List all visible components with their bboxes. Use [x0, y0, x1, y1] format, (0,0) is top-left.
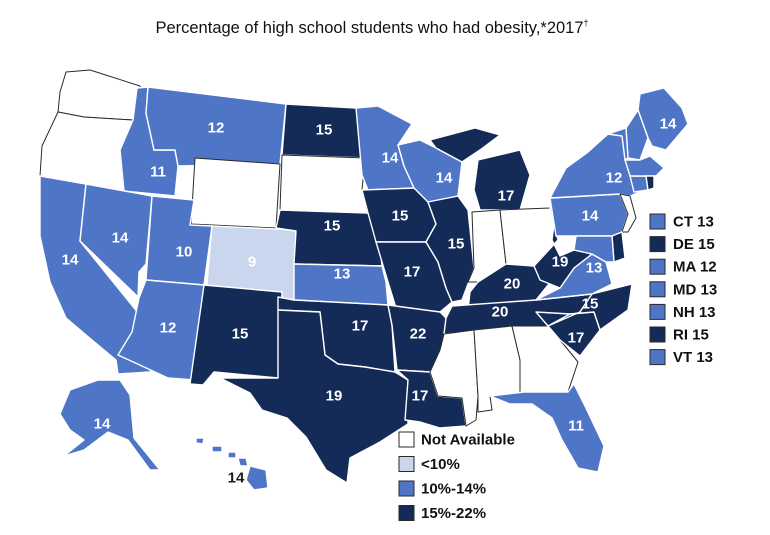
- legend-swatch-1: [398, 456, 415, 472]
- states-layer: [39, 69, 689, 491]
- state-value-ia: 15: [392, 208, 409, 225]
- state-value-id: 11: [150, 164, 166, 181]
- state-hi[interactable]: [195, 437, 205, 445]
- state-wa[interactable]: [57, 69, 141, 121]
- state-value-ok: 17: [352, 318, 369, 335]
- state-value-ny: 12: [606, 170, 623, 187]
- legend-label-3: 15%-22%: [421, 505, 486, 522]
- map-title: Percentage of high school students who h…: [155, 18, 588, 37]
- callout-swatch-vt: [649, 349, 666, 366]
- callout-swatch-nh: [649, 303, 666, 320]
- legend-label-0: Not Available: [421, 432, 515, 449]
- state-value-pa: 14: [582, 208, 599, 225]
- callout-label-ct: CT 13: [673, 214, 714, 231]
- state-ri[interactable]: [645, 175, 655, 191]
- state-nc[interactable]: [547, 283, 633, 331]
- northeast-callout-list: CT 13 DE 15 MA 12 MD 13 NH 13 RI 15 VT 13: [649, 213, 717, 366]
- legend-label-1: <10%: [421, 456, 460, 473]
- state-value-nv: 14: [112, 230, 129, 247]
- state-value-az: 12: [160, 320, 177, 337]
- state-value-ky: 20: [504, 276, 521, 293]
- legend-swatch-3: [398, 505, 415, 521]
- state-hi-part-2[interactable]: [227, 451, 237, 459]
- state-ct[interactable]: [629, 175, 649, 193]
- state-wv[interactable]: [533, 207, 593, 289]
- callout-label-md: MD 13: [673, 281, 717, 298]
- state-value-mt: 12: [208, 120, 225, 137]
- state-value-nm: 15: [232, 326, 249, 343]
- state-value-il: 15: [448, 236, 465, 253]
- state-value-nc: 15: [582, 296, 599, 313]
- callout-swatch-ma: [649, 258, 666, 275]
- legend-swatch-0: [398, 431, 415, 448]
- state-value-tn: 20: [492, 304, 509, 321]
- state-mi-part-1[interactable]: [429, 127, 501, 163]
- state-value-labels: 14 11 14 12 10 12 9 15 15 15 13 17 19 14 15 17 22 17 14 15 1…: [62, 116, 677, 487]
- state-value-ut: 10: [176, 244, 193, 261]
- state-il[interactable]: [425, 195, 475, 303]
- state-value-mn: 14: [382, 150, 399, 167]
- state-value-nd: 15: [316, 122, 333, 139]
- callout-label-nh: NH 13: [673, 304, 716, 321]
- state-value-ks: 13: [334, 266, 351, 283]
- state-hi-part-1[interactable]: [211, 445, 223, 453]
- state-value-tx: 19: [326, 388, 343, 405]
- state-wy[interactable]: [190, 157, 281, 229]
- state-sd[interactable]: [279, 154, 369, 214]
- state-md[interactable]: [573, 235, 615, 263]
- state-value-wv: 19: [552, 254, 569, 271]
- state-value-co: 9: [248, 254, 256, 271]
- state-nj[interactable]: [619, 193, 637, 233]
- callout-swatch-de: [649, 236, 666, 253]
- state-value-ak: 14: [94, 416, 111, 433]
- callout-label-de: DE 15: [673, 236, 715, 253]
- state-nm[interactable]: [189, 284, 283, 386]
- state-value-ar: 22: [410, 326, 427, 343]
- state-hi-part-3[interactable]: [237, 457, 249, 467]
- map-legend: Not Available <10% 10%-14% 15%-22%: [398, 431, 515, 522]
- callout-label-ri: RI 15: [673, 327, 709, 344]
- callout-swatch-md: [649, 281, 666, 298]
- state-value-mi: 17: [498, 188, 515, 205]
- state-value-sc: 17: [568, 330, 585, 347]
- state-value-wi: 14: [436, 170, 453, 187]
- callout-label-ma: MA 12: [673, 259, 717, 276]
- state-value-va: 13: [586, 260, 603, 277]
- state-tx[interactable]: [219, 309, 409, 484]
- callout-label-vt: VT 13: [673, 349, 713, 366]
- state-ks[interactable]: [293, 263, 389, 306]
- state-value-ne: 15: [324, 218, 341, 235]
- state-value-hi: 14: [228, 470, 245, 487]
- legend-swatch-2: [398, 480, 415, 497]
- state-value-fl: 11: [568, 418, 584, 435]
- state-hi-part-4[interactable]: [245, 465, 269, 491]
- state-ak[interactable]: [59, 379, 161, 471]
- state-fl[interactable]: [489, 383, 605, 473]
- callout-swatch-ct: [649, 213, 666, 230]
- state-value-la: 17: [412, 388, 429, 405]
- legend-label-2: 10%-14%: [421, 481, 486, 498]
- state-vt[interactable]: [607, 127, 629, 161]
- state-value-me: 14: [660, 116, 677, 133]
- callout-swatch-ri: [649, 326, 666, 343]
- state-value-mo: 17: [404, 264, 421, 281]
- state-value-ca: 14: [62, 252, 79, 269]
